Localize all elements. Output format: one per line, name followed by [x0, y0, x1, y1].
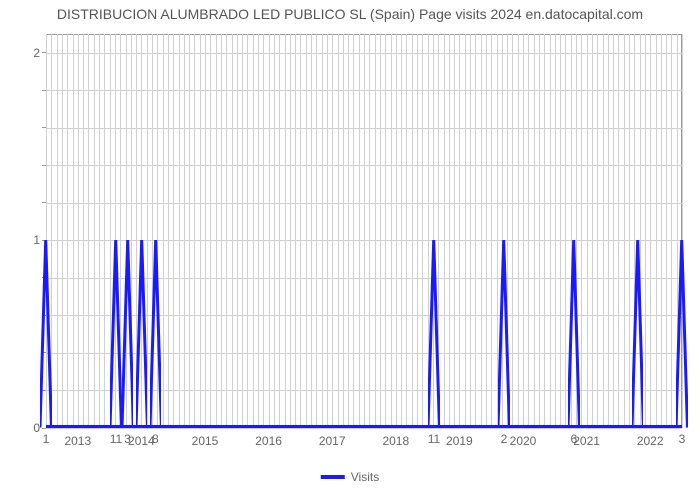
legend: Visits: [321, 470, 379, 484]
x-tick-label: 2019: [446, 434, 473, 448]
x-tick-label: 2017: [319, 434, 346, 448]
peak-value-label: 3: [124, 432, 131, 446]
chart-container: DISTRIBUCION ALUMBRADO LED PUBLICO SL (S…: [0, 0, 700, 500]
x-tick-label: 2013: [64, 434, 91, 448]
x-tick-label: 2018: [382, 434, 409, 448]
legend-swatch: [321, 475, 345, 479]
peak-value-label: 2: [501, 432, 508, 446]
data-peak: [498, 240, 509, 428]
plot-area: 0122013201420152016201720182019202020212…: [46, 34, 682, 428]
data-peak: [136, 240, 147, 428]
y-tick-label: 0: [33, 421, 40, 435]
data-peak: [632, 240, 643, 428]
y-tick-label: 2: [33, 46, 40, 60]
peak-value-label: 11: [428, 432, 440, 446]
x-tick-label: 2016: [255, 434, 282, 448]
x-tick-label: 2022: [637, 434, 664, 448]
x-tick-label: 2015: [192, 434, 219, 448]
data-peak: [40, 240, 51, 428]
peak-value-label: 11: [110, 432, 122, 446]
data-peak: [122, 240, 133, 428]
data-peak: [676, 240, 687, 428]
peak-value-label: 6: [571, 432, 578, 446]
peak-value-label: 1: [43, 432, 50, 446]
legend-label: Visits: [351, 470, 379, 484]
data-peak: [428, 240, 439, 428]
chart-title: DISTRIBUCION ALUMBRADO LED PUBLICO SL (S…: [0, 6, 700, 22]
data-peak: [110, 240, 121, 428]
x-tick-label: 2014: [128, 434, 155, 448]
peak-value-label: 3: [679, 432, 686, 446]
x-tick-label: 2020: [510, 434, 537, 448]
data-peak: [150, 240, 161, 428]
data-peak: [568, 240, 579, 428]
peak-value-label: 8: [152, 432, 159, 446]
y-tick-label: 1: [33, 233, 40, 247]
